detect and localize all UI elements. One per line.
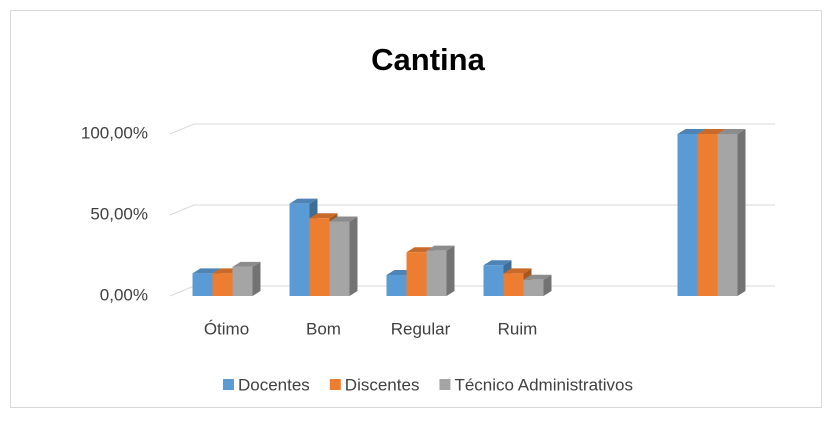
bar	[426, 250, 447, 296]
legend-swatch	[439, 379, 451, 390]
bar-top	[503, 268, 532, 274]
bar-top	[329, 216, 358, 222]
bar-top	[232, 261, 261, 267]
grid-line	[169, 123, 775, 135]
legend-swatch	[329, 379, 341, 390]
y-tick-label: 0,00%	[100, 285, 148, 304]
y-tick-label: 100,00%	[81, 123, 148, 142]
bar-top	[483, 260, 512, 266]
bar	[309, 218, 330, 296]
bar	[192, 273, 213, 296]
bar	[406, 252, 427, 296]
bar	[289, 203, 310, 296]
bar-top	[309, 213, 338, 219]
bar-side	[349, 216, 358, 296]
y-tick-label: 50,00%	[90, 204, 148, 223]
x-tick-label: Bom	[306, 319, 341, 338]
legend-label: Técnico Administrativos	[454, 375, 633, 394]
bar	[677, 134, 698, 296]
legend-swatch	[222, 379, 234, 390]
bar	[523, 279, 544, 296]
bar-top	[289, 198, 318, 204]
bar	[232, 266, 253, 296]
bar-top	[426, 245, 455, 251]
x-tick-label: Ótimo	[204, 319, 249, 338]
bar-top	[192, 268, 221, 274]
legend-label: Discentes	[345, 375, 420, 394]
bar	[697, 134, 718, 296]
grid-line	[169, 204, 775, 216]
x-tick-label: Ruim	[498, 319, 538, 338]
bar	[717, 134, 738, 296]
chart-title: Cantina	[371, 42, 485, 77]
bar	[212, 273, 233, 296]
bar-top	[697, 129, 726, 134]
legend-label: Docentes	[238, 375, 310, 394]
bar-side	[543, 274, 552, 296]
bar-top	[677, 129, 706, 134]
bar	[386, 274, 407, 296]
x-tick-label: Regular	[391, 319, 451, 338]
bar-side	[446, 245, 455, 296]
bar	[329, 221, 350, 296]
bar-side	[252, 261, 261, 296]
bar-top	[523, 274, 552, 280]
bar-top	[717, 129, 746, 134]
bar	[483, 265, 504, 296]
bar-side	[737, 129, 746, 296]
bar	[503, 273, 524, 296]
